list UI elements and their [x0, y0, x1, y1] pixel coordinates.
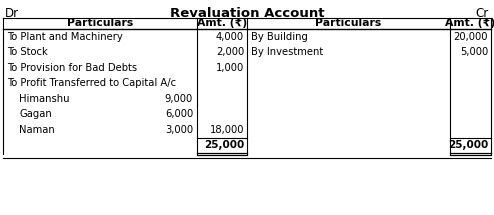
- Text: Revaluation Account: Revaluation Account: [170, 7, 324, 20]
- Text: Gagan: Gagan: [19, 109, 52, 119]
- Text: 2,000: 2,000: [216, 47, 244, 57]
- Text: Particulars: Particulars: [67, 18, 133, 29]
- Text: 25,000: 25,000: [204, 140, 244, 149]
- Text: 18,000: 18,000: [209, 125, 244, 135]
- Text: To Stock: To Stock: [7, 47, 48, 57]
- Text: Amt. (₹): Amt. (₹): [197, 18, 247, 29]
- Text: By Building: By Building: [251, 32, 308, 42]
- Text: Amt. (₹): Amt. (₹): [446, 18, 494, 29]
- Text: 9,000: 9,000: [165, 94, 193, 104]
- Text: Naman: Naman: [19, 125, 55, 135]
- Text: Dr: Dr: [5, 7, 19, 20]
- Text: 25,000: 25,000: [448, 140, 488, 149]
- Text: 5,000: 5,000: [460, 47, 488, 57]
- Text: 6,000: 6,000: [165, 109, 193, 119]
- Text: 3,000: 3,000: [165, 125, 193, 135]
- Text: To Plant and Machinery: To Plant and Machinery: [7, 32, 123, 42]
- Text: By Investment: By Investment: [251, 47, 323, 57]
- Text: Himanshu: Himanshu: [19, 94, 70, 104]
- Text: 20,000: 20,000: [453, 32, 488, 42]
- Text: Particulars: Particulars: [315, 18, 382, 29]
- Text: 1,000: 1,000: [216, 63, 244, 73]
- Text: Cr: Cr: [476, 7, 489, 20]
- Text: To Profit Transferred to Capital A/c: To Profit Transferred to Capital A/c: [7, 78, 176, 88]
- Text: 4,000: 4,000: [216, 32, 244, 42]
- Text: To Provision for Bad Debts: To Provision for Bad Debts: [7, 63, 137, 73]
